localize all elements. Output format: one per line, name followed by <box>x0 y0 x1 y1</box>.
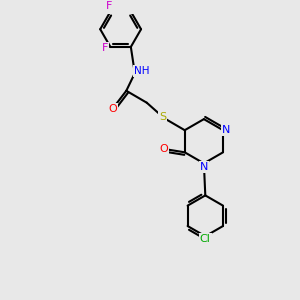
Text: F: F <box>106 2 112 11</box>
Text: N: N <box>200 162 208 172</box>
Text: N: N <box>222 125 231 135</box>
Text: NH: NH <box>134 66 150 76</box>
Text: O: O <box>109 104 117 114</box>
Text: S: S <box>159 112 167 122</box>
Text: O: O <box>159 145 168 154</box>
Text: Cl: Cl <box>200 234 211 244</box>
Text: F: F <box>102 43 109 53</box>
